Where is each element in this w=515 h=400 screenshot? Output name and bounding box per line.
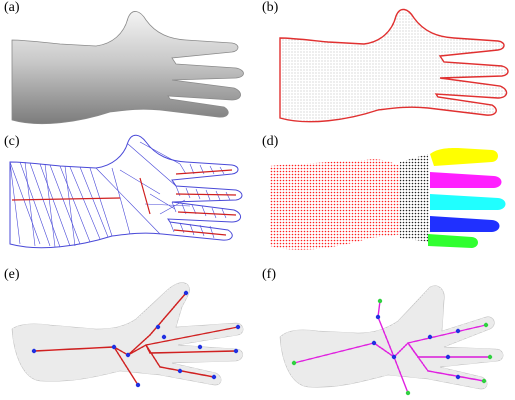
skeleton-nodes-e xyxy=(31,290,241,388)
segment-joint xyxy=(400,154,430,242)
panel-c-label: (c) xyxy=(4,134,20,149)
panel-d: (d) xyxy=(258,134,515,267)
panel-a-figure xyxy=(11,11,244,125)
skeleton-nodes-f xyxy=(291,298,493,396)
panel-d-label: (d) xyxy=(262,134,279,149)
panel-d-figure xyxy=(270,148,506,250)
segment-palm xyxy=(270,159,404,250)
panel-a-label: (a) xyxy=(4,0,20,15)
panel-b-label: (b) xyxy=(262,0,279,15)
panel-f-label: (f) xyxy=(262,267,276,282)
hand-outline-f xyxy=(279,285,504,390)
hand-shaded xyxy=(11,11,244,125)
panel-b-figure xyxy=(279,8,509,123)
segment-little xyxy=(428,234,478,248)
panel-f-figure xyxy=(279,285,504,396)
hand-contour xyxy=(279,8,509,123)
segment-middle xyxy=(430,194,506,210)
panel-a: (a) xyxy=(0,0,257,133)
segment-index xyxy=(430,172,502,188)
panel-c: (c) xyxy=(0,134,257,267)
hand-mesh xyxy=(9,134,243,249)
hand-outline-e xyxy=(11,282,244,386)
panel-c-figure xyxy=(9,134,243,249)
panel-b: (b) xyxy=(258,0,515,133)
panel-f: (f) xyxy=(258,267,515,400)
panel-e-figure xyxy=(11,282,244,388)
panel-e-label: (e) xyxy=(4,267,20,282)
segment-ring xyxy=(430,216,500,232)
segment-thumb xyxy=(430,148,498,166)
panel-e: (e) xyxy=(0,267,257,400)
